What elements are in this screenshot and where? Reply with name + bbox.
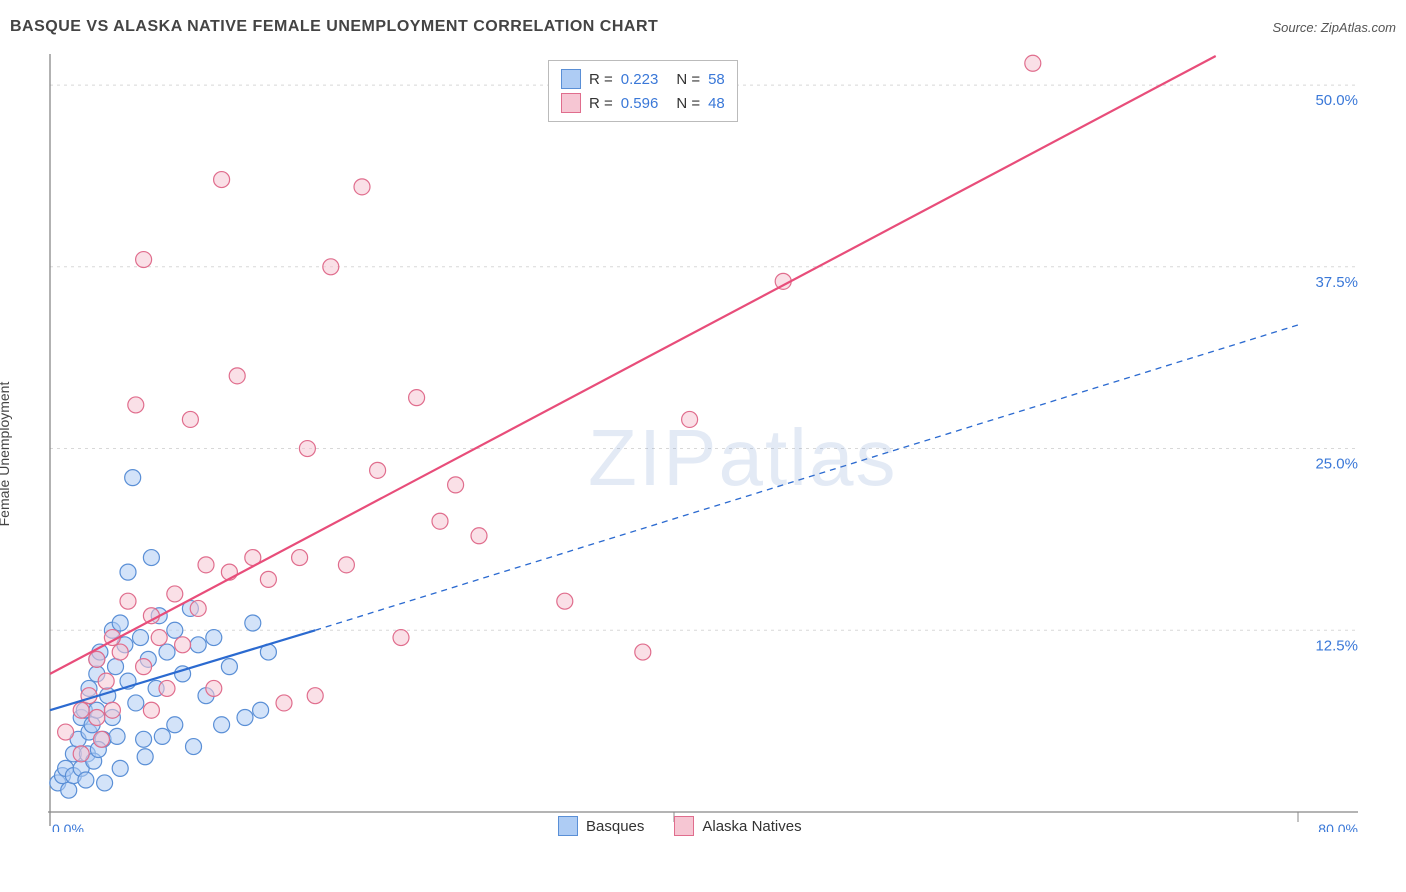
legend-item: Basques xyxy=(558,816,644,836)
svg-text:25.0%: 25.0% xyxy=(1315,456,1358,473)
y-axis-label: Female Unemployment xyxy=(0,382,12,527)
stat-r-value: 0.223 xyxy=(621,71,659,88)
stats-row: R = 0.596 N = 48 xyxy=(561,91,725,115)
swatch-icon xyxy=(561,93,581,113)
chart-area: 12.5%25.0%37.5%50.0%0.0%80.0% ZIPatlas R… xyxy=(48,52,1368,832)
stat-n-value: 58 xyxy=(708,71,725,88)
scatter-chart: 12.5% 25.0% 37.5% 50.0% 0.0% 80.0% xyxy=(48,52,1368,832)
swatch-icon xyxy=(558,816,578,836)
stats-legend-box: R = 0.223 N = 58 R = 0.596 N = 48 xyxy=(548,60,738,122)
stats-row: R = 0.223 N = 58 xyxy=(561,67,725,91)
legend-label: Alaska Natives xyxy=(702,818,801,835)
chart-title: BASQUE VS ALASKA NATIVE FEMALE UNEMPLOYM… xyxy=(10,18,658,36)
svg-text:12.5%: 12.5% xyxy=(1315,637,1358,654)
legend-label: Basques xyxy=(586,818,644,835)
svg-text:80.0%: 80.0% xyxy=(1318,821,1358,832)
swatch-icon xyxy=(561,69,581,89)
stat-n-label: N = xyxy=(676,71,700,88)
stat-r-label: R = xyxy=(589,71,613,88)
source-label: Source: ZipAtlas.com xyxy=(1272,20,1396,35)
swatch-icon xyxy=(674,816,694,836)
svg-text:50.0%: 50.0% xyxy=(1315,92,1358,109)
svg-text:0.0%: 0.0% xyxy=(52,821,84,832)
stat-r-value: 0.596 xyxy=(621,95,659,112)
svg-text:37.5%: 37.5% xyxy=(1315,274,1358,291)
stat-n-label: N = xyxy=(676,95,700,112)
bottom-legend: Basques Alaska Natives xyxy=(558,816,802,836)
legend-item: Alaska Natives xyxy=(674,816,801,836)
stat-n-value: 48 xyxy=(708,95,725,112)
stat-r-label: R = xyxy=(589,95,613,112)
